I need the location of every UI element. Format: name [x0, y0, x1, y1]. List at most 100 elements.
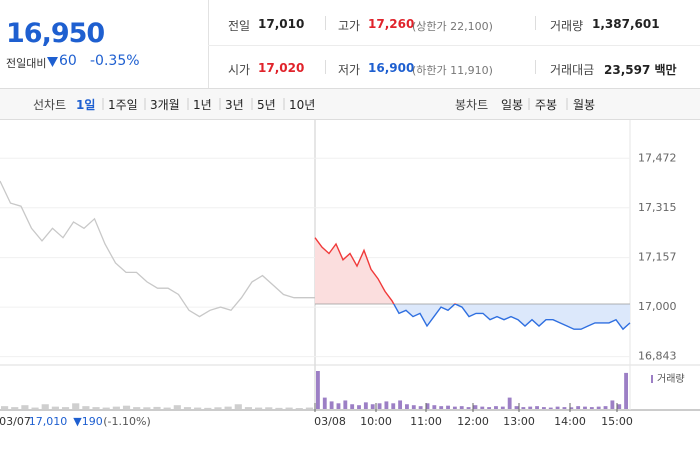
stat-label: 거래량	[550, 19, 584, 33]
line-period[interactable]: 5년	[257, 98, 276, 112]
volume-bar	[439, 406, 444, 409]
prev-day-pct: (-1.10%)	[103, 415, 151, 428]
line-period[interactable]: 10년	[289, 98, 316, 112]
current-price: 16,950	[6, 18, 105, 49]
candle-period[interactable]: 주봉	[535, 98, 558, 112]
volume-bar	[370, 404, 375, 409]
volume-bar	[31, 407, 39, 409]
y-tick-label: 17,315	[638, 201, 677, 214]
line-period[interactable]: 3년	[225, 98, 244, 112]
volume-bar	[244, 407, 253, 409]
change: 60	[59, 53, 77, 69]
x-tick-label: 10:00	[360, 415, 392, 428]
line-period[interactable]: 1일	[76, 98, 96, 112]
volume-bar	[214, 407, 222, 409]
volume-bar	[153, 406, 161, 409]
volume-bar	[398, 400, 403, 409]
prev-day-line	[0, 180, 315, 318]
volume-bar	[617, 404, 622, 409]
volume-bar	[102, 407, 110, 409]
volume-bar	[576, 406, 581, 409]
volume-bar	[452, 406, 457, 409]
volume-bar	[541, 407, 546, 409]
volume-bar	[494, 406, 498, 409]
volume-bar	[51, 406, 59, 409]
change-label: 전일대비	[6, 57, 47, 70]
volume-bar	[411, 405, 416, 409]
volume-bar	[112, 406, 120, 409]
volume-bar	[500, 406, 505, 409]
volume-bar	[528, 406, 533, 409]
divider	[325, 16, 326, 30]
volume-bar	[343, 400, 348, 409]
volume-bar	[624, 372, 628, 409]
volume-bar	[82, 406, 90, 409]
volume-bar	[357, 405, 361, 409]
candle-period[interactable]: 월봉	[573, 98, 596, 112]
x-tick-label: 13:00	[503, 415, 535, 428]
volume-bar	[194, 407, 202, 409]
x-tick-label: 14:00	[554, 415, 586, 428]
volume-bar	[350, 404, 355, 409]
volume-bar	[224, 406, 232, 409]
volume-bar	[255, 407, 263, 409]
volume-bar	[384, 401, 389, 409]
stat-label: 시가	[228, 63, 251, 77]
volume-bar	[425, 403, 430, 409]
x-tick-label: 12:00	[457, 415, 489, 428]
stat-value: 17,020	[258, 61, 305, 75]
price-area	[315, 237, 630, 330]
price-line	[314, 237, 631, 331]
volume-bar	[391, 403, 396, 409]
candle-period[interactable]: 일봉	[501, 98, 524, 112]
divider	[325, 60, 326, 74]
volume-bar	[487, 407, 492, 409]
divider	[208, 45, 700, 46]
volume-bar	[535, 406, 539, 409]
volume-bar	[275, 407, 283, 409]
volume-bar	[480, 406, 485, 409]
stat-label: 거래대금	[550, 63, 595, 77]
prev-day-close: 17,010	[29, 415, 68, 428]
stat-label: 고가	[338, 19, 361, 33]
stat-label: 저가	[338, 63, 361, 77]
volume-bar	[143, 407, 151, 409]
stat-note: (상한가 22,100)	[412, 20, 493, 33]
line-period[interactable]: 3개월	[150, 98, 180, 112]
y-tick-label: 16,843	[638, 350, 677, 363]
volume-bar	[133, 407, 141, 409]
volume-bar	[1, 406, 9, 409]
prev-day-change: ▼190	[73, 415, 102, 428]
stat-value: 17,260	[368, 17, 415, 31]
volume-bar	[21, 405, 29, 409]
stat-value: 17,010	[258, 17, 305, 31]
line-period[interactable]: 1주일	[108, 98, 138, 112]
stat-value: 23,597 백만	[604, 63, 677, 77]
volume-bar	[459, 406, 464, 409]
volume-bar	[432, 405, 437, 409]
volume-bar	[377, 403, 382, 409]
divider	[535, 60, 536, 74]
x-tick-label: 11:00	[410, 415, 442, 428]
volume-bar	[569, 407, 574, 409]
y-tick-label: 17,157	[638, 251, 677, 264]
volume-bar	[603, 406, 608, 409]
line-period[interactable]: 1년	[193, 98, 212, 112]
volume-bar	[596, 406, 601, 409]
volume-bar	[173, 405, 181, 409]
volume-bar	[329, 401, 334, 409]
volume-bar	[363, 402, 368, 409]
volume-bar	[61, 407, 70, 409]
candle-chart-label: 봉차트	[455, 98, 489, 112]
volume-bar	[204, 407, 212, 409]
volume-bar	[163, 407, 171, 409]
volume-legend-swatch	[651, 375, 653, 383]
prev-day-date: 03/07	[0, 415, 31, 428]
volume-bar	[583, 406, 587, 409]
y-tick-label: 17,000	[638, 300, 677, 313]
volume-bar	[92, 407, 100, 409]
volume-bar	[521, 407, 526, 409]
volume-bar	[466, 407, 471, 409]
stat-value: 16,900	[368, 61, 415, 75]
volume-bar	[418, 406, 423, 409]
